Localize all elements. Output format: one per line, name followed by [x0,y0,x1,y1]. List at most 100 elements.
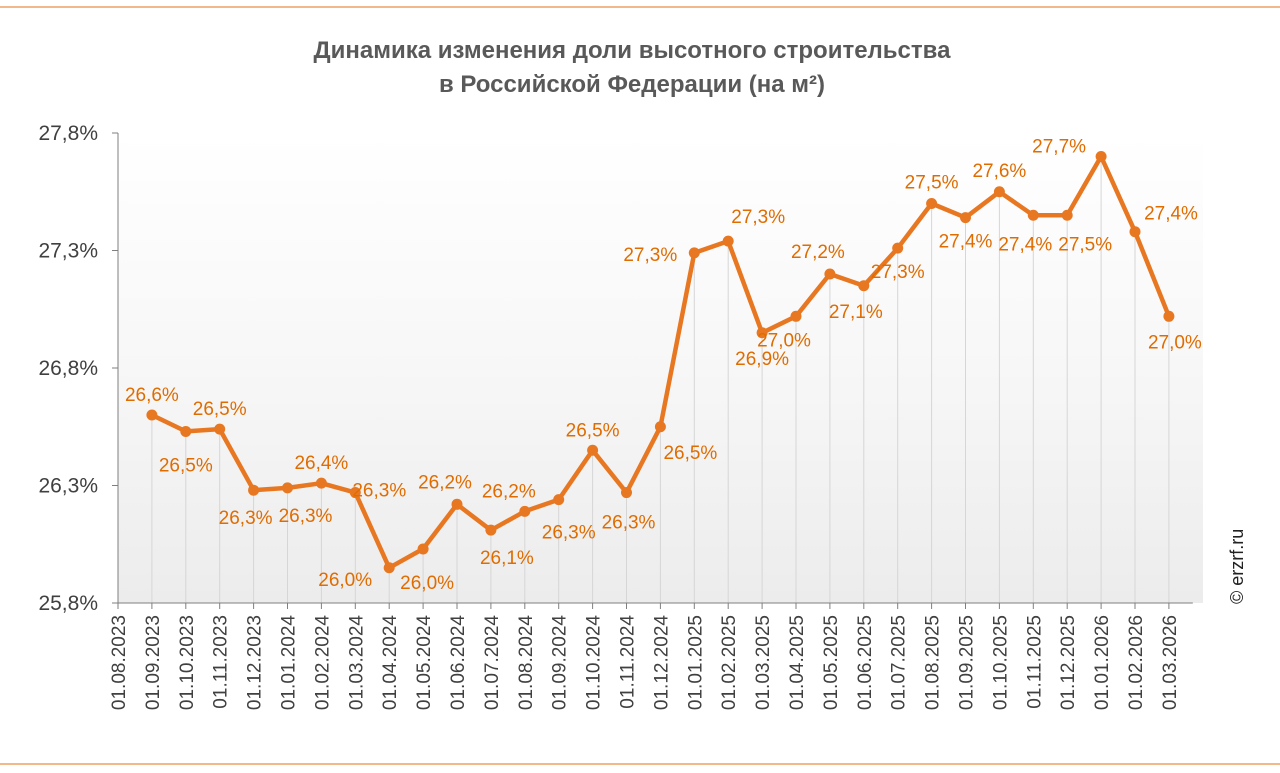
y-tick-label: 27,3% [38,240,98,263]
data-point [722,235,734,247]
x-tick-label: 01.02.2025 [719,615,740,710]
x-tick-label: 01.11.2025 [1024,615,1045,709]
data-label: 26,3% [279,506,333,527]
x-tick-label: 01.09.2024 [550,615,571,711]
data-label: 26,9% [735,349,789,370]
data-point [960,212,971,224]
data-point [315,477,327,489]
data-point [146,409,158,421]
x-tick-label: 01.08.2023 [109,615,130,710]
x-tick-label: 01.04.2025 [787,615,808,710]
x-tick-label: 01.07.2025 [889,615,910,710]
chart-title-line-2: в Российской Федерации (на м²) [439,71,825,98]
x-tick-label: 01.03.2025 [753,615,774,710]
x-tick-label: 01.05.2025 [821,615,842,710]
x-axis-ticks: 01.08.2023 01.09.2023 01.10.2023 01.11.2023… [109,603,1181,710]
data-point [926,198,938,209]
data-labels: 26,6%26,5%26,5%26,3% 26,3%26,4%26,3%26,0%… [125,137,1202,594]
data-point [214,423,226,435]
data-point [1027,209,1039,221]
data-point [349,487,361,499]
y-tick-label: 26,8% [38,357,98,380]
x-tick-label: 01.10.2023 [177,615,198,710]
data-label: 26,2% [482,481,536,502]
data-label: 27,5% [905,173,959,194]
x-tick-label: 01.09.2023 [143,615,164,710]
x-tick-label: 01.02.2024 [312,615,333,711]
x-tick-label: 01.09.2025 [957,615,978,710]
x-tick-label: 01.04.2024 [380,615,401,711]
x-tick-label: 01.12.2024 [651,615,672,711]
x-tick-label: 01.02.2026 [1126,615,1147,710]
data-label: 27,6% [972,161,1026,182]
data-point [553,494,565,506]
x-tick-label: 01.10.2024 [584,615,605,711]
y-tick-label: 27,8% [38,122,98,145]
data-point [858,280,870,292]
data-point [1163,310,1175,322]
series [146,151,1175,574]
data-label: 26,3% [542,523,596,544]
y-tick-label: 25,8% [38,592,98,615]
data-label: 27,0% [757,330,811,351]
x-tick-label: 01.01.2026 [1092,615,1113,710]
data-point [587,444,599,456]
data-point [1061,209,1073,221]
x-tick-label: 01.01.2024 [279,615,300,711]
x-tick-label: 01.03.2024 [346,615,367,711]
data-point [1095,151,1107,162]
data-label: 27,7% [1032,137,1086,158]
data-label: 26,3% [602,513,656,534]
data-label: 26,1% [480,548,534,569]
data-label: 26,6% [125,385,179,406]
data-label: 27,2% [791,242,845,263]
y-tick-label: 26,3% [38,475,98,498]
data-label: 27,1% [829,302,883,323]
data-label: 27,0% [1148,332,1202,353]
data-label: 26,5% [159,455,213,476]
data-point [451,498,463,510]
x-tick-label: 01.05.2024 [414,615,435,711]
data-label: 26,5% [193,399,247,420]
data-label: 26,2% [418,472,472,493]
data-point [383,562,395,574]
x-tick-label: 01.06.2024 [448,615,469,711]
x-tick-label: 01.11.2023 [211,615,232,709]
x-tick-label: 01.01.2025 [685,615,706,710]
x-tick-label: 01.08.2024 [516,615,537,711]
data-point [417,543,429,555]
data-point [824,268,836,280]
data-point [519,505,531,517]
x-tick-label: 01.08.2025 [923,615,944,710]
data-label: 26,5% [663,443,717,464]
data-point [756,327,768,339]
data-label: 27,5% [1058,234,1112,255]
x-tick-label: 01.11.2024 [618,615,639,709]
data-label: 27,3% [623,245,677,266]
x-tick-label: 01.07.2024 [482,615,503,711]
data-point [248,484,260,496]
data-point [180,425,192,437]
credit-text: © erzrf.ru [1227,529,1247,604]
data-label: 26,3% [219,508,273,529]
data-label: 26,3% [352,481,406,502]
data-label: 26,0% [400,573,454,594]
data-point [688,247,700,259]
chart-title-line-1: Динамика изменения доли высотного строит… [314,37,952,64]
data-label: 26,0% [318,570,372,591]
x-tick-label: 01.03.2026 [1160,615,1181,710]
data-label: 26,4% [294,453,348,474]
x-tick-label: 01.12.2023 [245,615,266,710]
data-point [892,242,904,254]
x-tick-label: 01.06.2025 [855,615,876,710]
data-point [282,482,293,494]
data-label: 26,5% [566,420,620,441]
data-label: 27,3% [871,262,925,283]
y-axis-ticks: 25,8% 26,3% 26,8% 27,3% 27,8% [38,122,118,615]
data-label: 27,4% [1144,204,1198,225]
data-point [654,421,666,433]
data-point [993,186,1005,198]
drop-lines [151,156,1170,603]
data-label: 27,3% [731,207,785,228]
